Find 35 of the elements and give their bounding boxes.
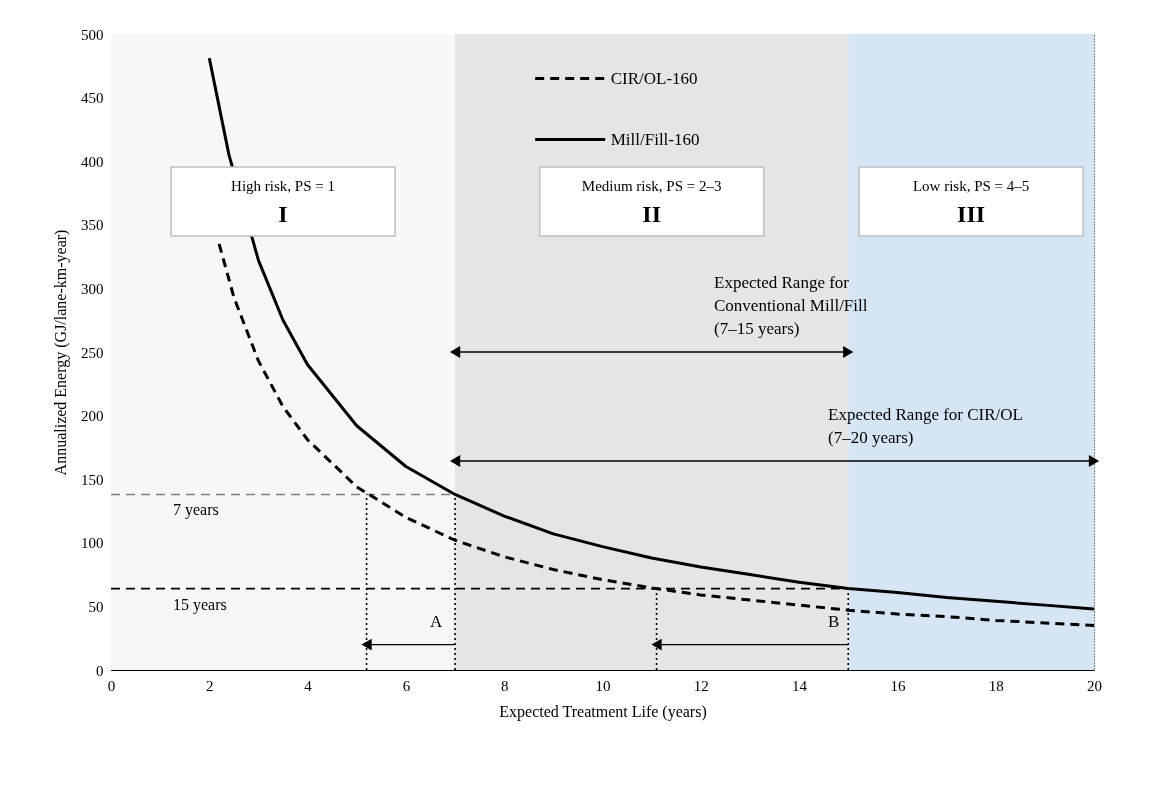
annotation: B [828,611,840,631]
y-tick-label: 100 [81,535,104,552]
x-tick-label: 10 [595,677,611,694]
x-tick-label: 20 [1087,677,1102,694]
text: High risk, PS = 1 I [231,178,335,227]
y-tick-label: 200 [81,408,104,425]
x-tick-label: 6 [402,677,411,694]
x-axis-title: Expected Treatment Life (years) [499,702,707,721]
y-tick-label: 450 [81,90,104,107]
text: Medium risk, PS = 2–3 II [581,178,722,227]
x-tick-label: 16 [890,677,906,694]
ref-line-label: 15 years [173,595,227,614]
y-axis-title: Annualized Energy (GJ/lane-km-year) [52,229,70,476]
x-tick-label: 4 [304,677,313,694]
x-tick-label: 0 [107,677,116,694]
annotation: Expected Range for CIR/OL (7–20 years) [828,405,1023,447]
y-tick-label: 0 [96,662,104,679]
legend-label: CIR/OL-160 [610,68,698,88]
annotation: Expected Range for Conventional Mill/Fill (7–15 years) [714,273,868,338]
y-tick-label: 50 [88,598,104,615]
x-tick-label: 8 [500,677,509,694]
annotation: A [430,611,443,631]
x-tick-label: 18 [988,677,1004,694]
ref-line-label: 7 years [173,501,219,520]
y-tick-label: 400 [81,153,104,170]
text: Low risk, PS = 4–5 III [912,178,1030,227]
x-tick-label: 12 [693,677,709,694]
y-tick-label: 250 [81,344,104,361]
legend-label: Mill/Fill-160 [610,129,700,149]
y-tick-label: 150 [81,471,104,488]
y-tick-label: 500 [81,26,104,43]
y-tick-label: 300 [81,280,104,297]
y-tick-label: 350 [81,217,104,234]
x-tick-label: 14 [792,677,808,694]
x-tick-label: 2 [206,677,214,694]
